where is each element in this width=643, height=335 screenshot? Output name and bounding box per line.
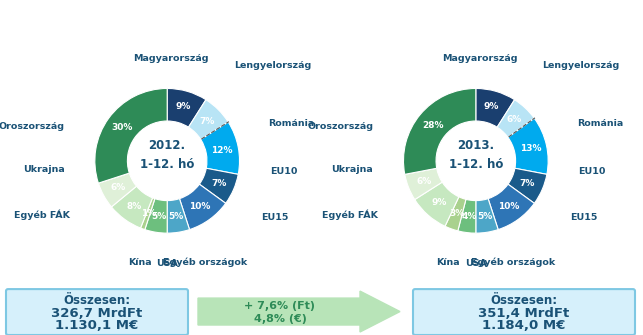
- Text: 4%: 4%: [461, 212, 476, 221]
- Polygon shape: [198, 291, 400, 332]
- Wedge shape: [404, 168, 442, 200]
- Text: Összesen:: Összesen:: [491, 293, 557, 307]
- Text: Oroszország: Oroszország: [307, 122, 373, 131]
- Text: 6%: 6%: [111, 183, 125, 192]
- Text: 1.130,1 M€: 1.130,1 M€: [55, 319, 139, 332]
- Text: Lengyelország: Lengyelország: [543, 61, 620, 70]
- Text: Egyéb FÁK: Egyéb FÁK: [14, 210, 69, 220]
- Text: 326,7 MrdFt: 326,7 MrdFt: [51, 307, 143, 320]
- Text: + 7,6% (Ft): + 7,6% (Ft): [244, 301, 316, 311]
- Wedge shape: [98, 173, 136, 207]
- Text: 7%: 7%: [199, 117, 215, 126]
- Text: Kína: Kína: [437, 258, 460, 267]
- Wedge shape: [141, 198, 155, 229]
- Text: Egyéb FÁK: Egyéb FÁK: [322, 210, 378, 220]
- Wedge shape: [95, 88, 167, 183]
- Wedge shape: [188, 100, 228, 139]
- Text: EU15: EU15: [570, 213, 597, 222]
- Text: USA: USA: [156, 259, 178, 268]
- Text: 2013.
1-12. hó: 2013. 1-12. hó: [449, 139, 503, 171]
- Text: Oroszország: Oroszország: [0, 122, 64, 131]
- Text: 1.184,0 M€: 1.184,0 M€: [482, 319, 566, 332]
- Text: 6%: 6%: [416, 177, 431, 186]
- Text: 351,4 MrdFt: 351,4 MrdFt: [478, 307, 570, 320]
- FancyBboxPatch shape: [6, 289, 188, 335]
- Text: 9%: 9%: [484, 103, 499, 112]
- Text: USA: USA: [465, 259, 487, 268]
- Wedge shape: [476, 199, 498, 233]
- Text: 13%: 13%: [520, 144, 541, 153]
- Text: Ukrajna: Ukrajna: [331, 165, 373, 174]
- Text: 9%: 9%: [175, 103, 190, 112]
- Wedge shape: [167, 199, 190, 233]
- Text: 7%: 7%: [211, 179, 226, 188]
- Wedge shape: [445, 197, 466, 231]
- Wedge shape: [488, 184, 534, 229]
- Wedge shape: [201, 122, 239, 174]
- Wedge shape: [458, 199, 476, 233]
- Text: Románia: Románia: [269, 119, 314, 128]
- Text: 10%: 10%: [190, 202, 211, 211]
- Wedge shape: [111, 186, 152, 228]
- Text: 5%: 5%: [477, 212, 492, 221]
- Wedge shape: [145, 199, 167, 233]
- Text: 6%: 6%: [507, 116, 522, 124]
- Text: 12%: 12%: [212, 146, 233, 155]
- Text: 2012.
1-12. hó: 2012. 1-12. hó: [140, 139, 194, 171]
- Wedge shape: [476, 88, 514, 127]
- Wedge shape: [179, 184, 226, 229]
- Text: Kína: Kína: [128, 258, 152, 267]
- Text: 5%: 5%: [151, 212, 166, 221]
- Text: EU10: EU10: [579, 167, 606, 176]
- Text: 4,8% (€): 4,8% (€): [253, 314, 307, 324]
- Wedge shape: [497, 100, 534, 137]
- Text: Magyarország: Magyarország: [442, 54, 517, 63]
- Wedge shape: [199, 168, 239, 203]
- Text: 5%: 5%: [168, 212, 183, 221]
- Wedge shape: [508, 168, 547, 203]
- Text: Magyarország: Magyarország: [133, 54, 208, 63]
- Text: EU15: EU15: [261, 213, 289, 222]
- Text: Összesen:: Összesen:: [64, 293, 131, 307]
- Text: Lengyelország: Lengyelország: [234, 61, 311, 70]
- Wedge shape: [508, 118, 548, 174]
- Text: Ukrajna: Ukrajna: [23, 165, 64, 174]
- Text: 7%: 7%: [520, 179, 535, 188]
- Text: 30%: 30%: [111, 123, 132, 132]
- Text: Egyéb országok: Egyéb országok: [471, 257, 556, 267]
- Wedge shape: [415, 182, 459, 226]
- Text: EU10: EU10: [270, 167, 297, 176]
- Wedge shape: [167, 88, 206, 127]
- Text: 9%: 9%: [431, 198, 446, 207]
- Text: 10%: 10%: [498, 202, 520, 211]
- Text: 1%: 1%: [141, 209, 156, 218]
- Text: 8%: 8%: [127, 202, 142, 211]
- Text: Egyéb országok: Egyéb országok: [163, 257, 247, 267]
- Wedge shape: [404, 88, 476, 174]
- Text: 28%: 28%: [422, 121, 444, 130]
- Text: Románia: Románia: [577, 119, 623, 128]
- FancyBboxPatch shape: [413, 289, 635, 335]
- Text: 3%: 3%: [449, 209, 464, 218]
